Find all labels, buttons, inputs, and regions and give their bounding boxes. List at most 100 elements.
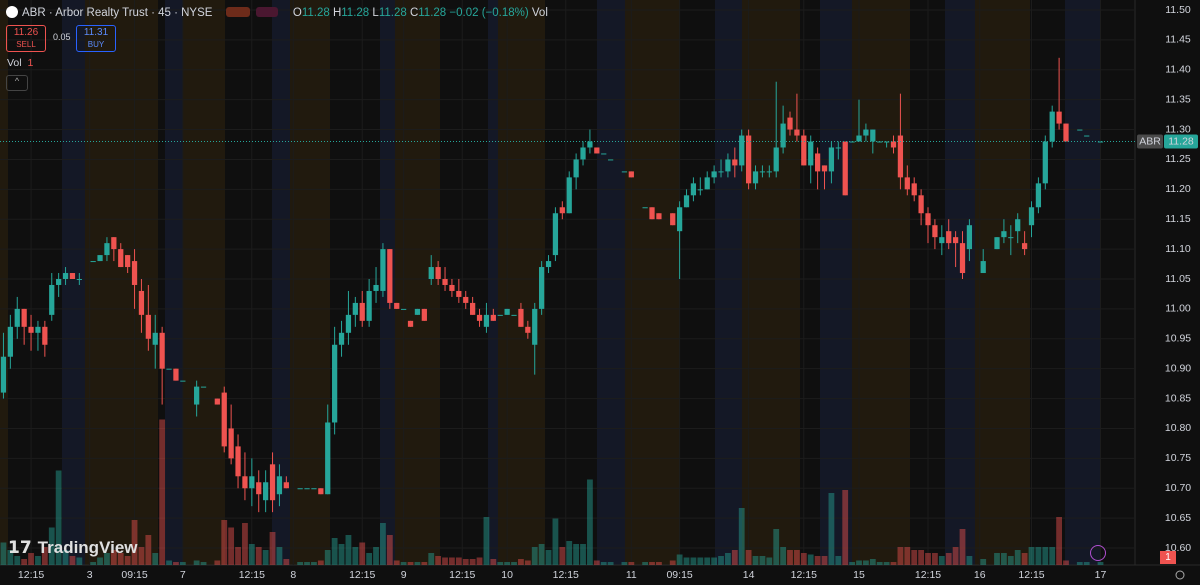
status-icon[interactable]: [255, 7, 278, 17]
volume-bar: [14, 556, 21, 565]
candle-body: [256, 482, 262, 495]
x-tick-label: 3: [87, 569, 93, 581]
candle-body: [739, 135, 745, 166]
collapse-button[interactable]: ^: [6, 75, 28, 91]
candle-body: [242, 476, 248, 489]
price-tag-label: 11.28: [1168, 135, 1194, 147]
volume-legend-value: 1: [27, 57, 34, 69]
candle-body: [766, 171, 772, 173]
candle-body: [180, 380, 186, 382]
x-tick-label: 12:15: [915, 569, 941, 581]
volume-bar: [731, 550, 738, 565]
volume-bar: [883, 562, 890, 565]
candle-body: [1015, 219, 1021, 232]
y-tick-label: 10.70: [1165, 482, 1191, 494]
candle-body: [780, 123, 786, 148]
candle-body: [456, 290, 462, 297]
candle-body: [483, 314, 490, 327]
candle-body: [952, 237, 959, 244]
candle-body: [263, 482, 269, 501]
candle-body: [104, 243, 110, 256]
volume-bar: [794, 550, 800, 565]
x-tick-label: 12:15: [791, 569, 817, 581]
candle-body: [925, 213, 931, 226]
volume-bar: [104, 553, 110, 565]
brand-logo: 𝟭𝟳: [8, 538, 32, 557]
candle-body: [476, 314, 483, 321]
x-tick-label: 9: [401, 569, 407, 581]
candle-body: [621, 171, 628, 173]
candle-body: [97, 255, 103, 262]
ohlc-value: 11.28: [418, 7, 447, 19]
candle-body: [449, 284, 455, 291]
candle-body: [145, 314, 151, 339]
x-tick-label: 17: [1095, 569, 1107, 581]
volume-bar: [932, 553, 938, 565]
candle-body: [76, 279, 82, 281]
volume-bar: [138, 547, 145, 565]
volume-bar: [1063, 560, 1069, 565]
volume-bar: [904, 547, 911, 565]
candle-body: [1028, 207, 1035, 226]
candle-body: [939, 237, 945, 244]
candle-body: [690, 183, 697, 196]
volume-bar: [145, 535, 152, 565]
candle-body: [21, 308, 27, 327]
candle-body: [946, 231, 952, 244]
volume-bar: [248, 544, 255, 565]
candle-body: [835, 147, 841, 149]
candle-body: [759, 171, 766, 173]
candle-body: [711, 171, 717, 178]
candle-body: [697, 189, 703, 191]
candle-body: [559, 207, 565, 214]
x-tick-label: 15: [853, 569, 865, 581]
session-band: [62, 0, 85, 565]
volume-bar: [407, 562, 414, 565]
candle-body: [35, 326, 41, 333]
volume-bar: [600, 562, 607, 565]
volume-bar: [642, 562, 649, 565]
volume-bar: [676, 554, 683, 565]
volume-bar: [587, 479, 593, 565]
candle-body: [911, 183, 917, 196]
flash-icon[interactable]: [1090, 545, 1106, 561]
volume-bar: [421, 562, 428, 565]
ohlc-value: 11.28: [301, 7, 330, 19]
volume-bar: [7, 550, 14, 565]
candle-body: [111, 237, 117, 250]
status-icon[interactable]: [225, 7, 250, 17]
volume-bar: [890, 562, 897, 565]
volume-bar: [41, 547, 48, 565]
candle-body: [552, 213, 559, 256]
volume-bar: [1035, 547, 1042, 565]
session-band: [715, 0, 742, 565]
candle-body: [14, 308, 20, 327]
buy-price: 11.31: [83, 27, 109, 38]
buy-button[interactable]: 11.31 BUY: [76, 25, 116, 52]
volume-bar: [393, 560, 400, 565]
y-tick-label: 10.80: [1165, 422, 1191, 434]
volume-bar: [1001, 553, 1007, 565]
volume-bar: [1049, 547, 1056, 565]
volume-bar: [925, 553, 931, 565]
volume-bar: [952, 547, 959, 565]
volume-bar: [814, 556, 821, 565]
candle-body: [194, 386, 200, 405]
session-band: [395, 0, 440, 565]
sell-button[interactable]: 11.26 SELL: [6, 25, 46, 52]
volume-bar: [856, 560, 862, 565]
x-tick-label: 12:15: [18, 569, 44, 581]
ohlc-label: C: [409, 7, 419, 19]
volume-bar: [690, 557, 697, 565]
y-tick-label: 11.25: [1165, 153, 1191, 165]
candle-body: [166, 368, 172, 370]
session-band: [975, 0, 1030, 565]
candle-body: [1021, 243, 1028, 250]
volume-bar: [876, 562, 883, 565]
volume-bar: [835, 556, 842, 565]
volume-bar: [255, 547, 262, 565]
candle-body: [594, 147, 600, 154]
volume-bar: [683, 557, 690, 565]
y-tick-label: 10.60: [1165, 542, 1191, 554]
candle-body: [573, 159, 579, 178]
